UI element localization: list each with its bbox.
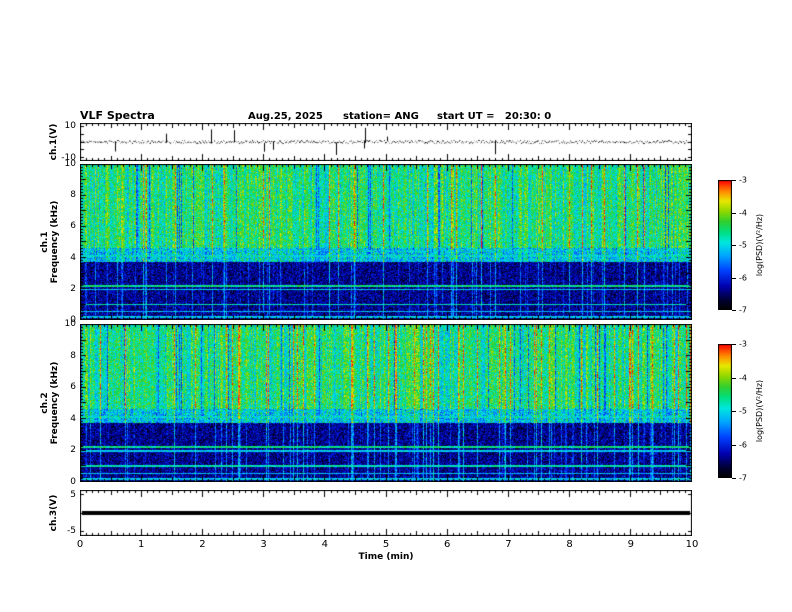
time-tick-label: 4 <box>321 539 328 550</box>
colorbar-tick-label: -7 <box>739 473 747 483</box>
colorbar-tick-mark <box>732 445 736 446</box>
ch2-frequency-tick-label: 0 <box>70 477 76 487</box>
ch1-frequency-tick-label: 0 <box>70 315 76 325</box>
ch2-axis-label-line1: ch.2 <box>40 392 50 414</box>
ch3-waveform-plot <box>80 490 692 536</box>
station-label: station= ANG <box>343 111 419 122</box>
ch1-waveform-plot <box>80 123 692 161</box>
colorbar-tick-label: -6 <box>739 273 747 282</box>
time-tick-label: 7 <box>505 539 512 550</box>
ch1-voltage-tick-label: -10 <box>61 152 76 163</box>
ch1-frequency-tick-label: 4 <box>70 252 76 263</box>
colorbar-tick-label: -4 <box>739 373 747 382</box>
ch2-frequency-axis-label: ch.2 Frequency (kHz) <box>40 362 60 445</box>
time-tick-label: 5 <box>382 539 390 550</box>
colorbar-tick-mark <box>732 278 736 279</box>
ch2-frequency-tick-label: 4 <box>70 413 76 424</box>
ch1-axis-label-line2: Frequency (kHz) <box>50 200 60 284</box>
ch2-frequency-tick-label: 2 <box>70 445 76 456</box>
ch2-frequency-tick-label: 6 <box>70 382 76 393</box>
colorbar-tick-label: -5 <box>739 240 747 250</box>
colorbar-tick-mark <box>732 180 736 181</box>
time-axis-label: Time (min) <box>358 552 414 562</box>
colorbar-tick-label: -5 <box>739 406 747 416</box>
colorbar-tick-label: -7 <box>739 305 747 315</box>
ch1-voltage-axis-label: ch.1(V) <box>49 123 59 161</box>
time-tick-label: 3 <box>260 539 267 550</box>
start-ut-label: start UT = 20:30: 0 <box>437 111 552 122</box>
ch1-spectrogram <box>80 164 692 320</box>
colorbar-tick-mark <box>732 310 736 311</box>
time-tick-label: 1 <box>138 539 145 550</box>
colorbar-1 <box>718 180 732 310</box>
colorbar-tick-mark <box>732 478 736 479</box>
ch1-axis-label-line1: ch.1 <box>40 231 50 253</box>
colorbar-2 <box>718 344 732 478</box>
ch2-spectrogram <box>80 324 692 482</box>
colorbar-tick-mark <box>732 213 736 214</box>
ch1-voltage-tick-label: 10 <box>64 121 76 132</box>
ch1-frequency-axis-label: ch.1 Frequency (kHz) <box>40 201 60 284</box>
colorbar-1-label: log(PSD)(V²/Hz) <box>755 213 764 277</box>
time-tick-label: 9 <box>627 539 634 550</box>
ch2-frequency-tick-label: 10 <box>64 319 76 329</box>
colorbar-tick-label: -6 <box>739 440 747 449</box>
colorbar-tick-label: -3 <box>739 339 747 349</box>
time-tick-label: 6 <box>444 539 451 550</box>
ch3-voltage-tick-label: 5 <box>70 489 76 500</box>
ch1-frequency-tick-label: 8 <box>70 190 76 201</box>
time-tick-label: 2 <box>199 539 206 550</box>
ch3-voltage-axis-label: ch.3(V) <box>49 494 59 532</box>
colorbar-tick-mark <box>732 245 736 246</box>
colorbar-2-label: log(PSD)(V²/Hz) <box>755 379 764 443</box>
ch1-frequency-tick-label: 6 <box>70 221 76 232</box>
time-tick-label: 0 <box>76 539 84 550</box>
date-label: Aug.25, 2025 <box>248 111 323 122</box>
time-tick-label: 10 <box>685 539 699 550</box>
ch2-frequency-tick-label: 8 <box>70 350 76 361</box>
colorbar-tick-mark <box>732 411 736 412</box>
colorbar-tick-mark <box>732 378 736 379</box>
colorbar-tick-mark <box>732 344 736 345</box>
colorbar-tick-label: -3 <box>739 175 747 185</box>
ch1-frequency-tick-label: 10 <box>64 159 76 169</box>
ch1-frequency-tick-label: 2 <box>70 283 76 294</box>
colorbar-tick-label: -4 <box>739 208 747 217</box>
ch2-axis-label-line2: Frequency (kHz) <box>50 361 60 445</box>
ch3-voltage-tick-label: -5 <box>67 526 76 537</box>
plot-title: VLF Spectra <box>80 109 155 122</box>
time-tick-label: 8 <box>566 539 573 550</box>
